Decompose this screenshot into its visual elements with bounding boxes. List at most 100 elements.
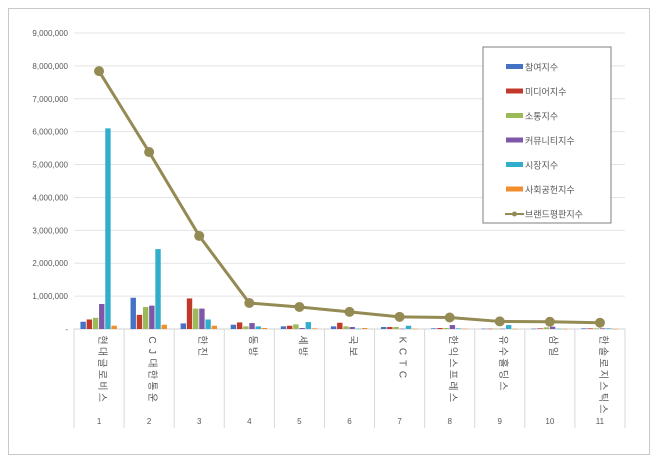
line-point-1 [94,66,105,77]
legend-swatch [506,162,523,167]
category-label-char: 로 [597,358,608,367]
category-label-char: 한 [447,335,459,344]
bar-1-5 [280,326,287,329]
category-label-char: 방 [296,347,308,356]
category-label-char: 딩 [497,370,509,379]
bar-4-6 [349,327,355,329]
category-label-char: C [397,348,408,355]
legend-swatch [506,137,523,143]
bar-2-9 [487,328,493,330]
category-label-char: 진 [196,347,208,356]
bar-1-3 [180,323,187,329]
category-label-char: 대 [96,347,108,356]
line-point-11 [594,317,605,328]
bar-6-7 [411,328,418,330]
category-label-char: 수 [497,347,509,356]
bar-6-1 [111,325,117,329]
bar-4-8 [449,325,456,329]
line-point-4 [244,298,255,309]
bar-2-5 [287,325,293,329]
legend-swatch [506,88,523,94]
category-label-char: 로 [96,370,107,379]
line-point-8 [444,312,455,323]
bar-6-4 [261,328,268,329]
y-tick-label: 1,000,000 [32,292,68,301]
line-point-2 [144,147,155,158]
bar-6-8 [462,328,468,330]
legend-label: 참여지수 [525,62,558,73]
y-tick-label: 5,000,000 [32,161,68,170]
category-label-char: 스 [447,358,459,367]
bar-5-2 [155,249,161,329]
rank-label: 5 [297,417,302,426]
category-label-char: K [397,337,408,344]
category-label-char: 통 [146,381,158,390]
rank-label: 7 [397,417,402,426]
bar-4-3 [199,308,205,329]
bar-5-7 [405,325,412,329]
y-tick-label: 2,000,000 [32,259,68,268]
bar-6-5 [311,328,318,329]
line-point-6 [344,306,355,317]
y-tick-label: 6,000,000 [32,128,68,137]
category-label-char: 운 [146,393,158,402]
y-tick-label: 8,000,000 [32,62,68,71]
category-label-char: 레 [447,381,459,390]
bar-2-4 [236,322,243,329]
bar-3-7 [393,327,399,329]
legend-swatch [506,186,523,192]
category-label-char: T [397,360,408,366]
category-label-char: 지 [597,370,609,379]
bar-4-7 [399,328,405,330]
legend-label: 커뮤니티지수 [525,136,575,146]
legend-label: 브랜드평판지수 [525,210,583,220]
bar-6-10 [562,328,568,330]
rank-label: 4 [247,417,252,426]
bar-6-6 [361,328,368,329]
category-label-char: 틱 [597,393,609,402]
bar-3-4 [243,326,249,329]
category-label-char: C [146,336,157,343]
y-tick-label: 4,000,000 [32,193,68,202]
bar-5-3 [205,319,211,329]
rank-label: 6 [347,417,352,426]
rank-label: 10 [545,417,554,426]
line-point-3 [194,230,205,241]
bar-1-11 [581,328,587,329]
bar-4-5 [299,328,305,329]
rank-label: 8 [447,417,452,426]
bar-6-3 [211,325,218,329]
y-tick-label: - [65,325,68,334]
legend-label: 소통지수 [525,112,558,122]
category-label-char: 방 [246,347,258,356]
bar-4-11 [599,328,606,329]
bar-3-3 [193,308,199,329]
bar-2-10 [537,328,543,329]
legend-label: 사회공헌지수 [525,185,575,195]
bar-5-9 [505,325,512,329]
bar-5-4 [255,326,261,329]
chart-frame [8,8,650,455]
category-label-char: 익 [447,347,459,356]
category-label-char: J [146,349,157,354]
y-tick-label: 9,000,000 [32,29,68,38]
bar-3-8 [443,328,449,329]
y-tick-label: 3,000,000 [32,226,68,235]
bar-2-1 [86,319,93,329]
line-point-7 [394,311,405,322]
bar-6-11 [612,328,618,330]
line-point-9 [494,316,505,327]
category-label-char: 일 [547,347,559,356]
rank-label: 11 [596,417,605,426]
category-label-char: C [397,371,408,378]
bar-1-4 [230,324,237,329]
rank-label: 1 [97,417,102,426]
rank-label: 2 [147,417,152,426]
category-label-char: 한 [597,335,609,344]
category-label-char: 삼 [547,335,559,344]
legend-swatch [506,113,523,118]
bar-4-9 [499,328,506,330]
legend-swatch [506,64,523,69]
